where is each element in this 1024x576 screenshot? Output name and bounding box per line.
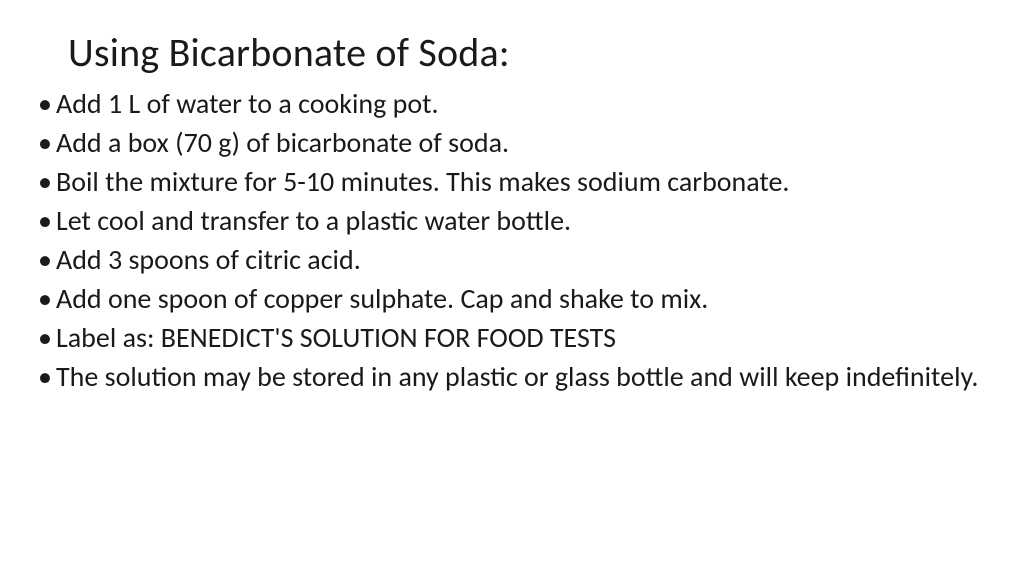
bullet-text: Let cool and transfer to a plastic water…: [56, 203, 571, 238]
list-item: Add a box (70 g) of bicarbonate of soda.: [36, 126, 988, 159]
bullet-text: Add a box (70 g) of bicarbonate of soda.: [56, 125, 509, 160]
list-item: Label as: BENEDICT'S SOLUTION FOR FOOD T…: [36, 321, 988, 354]
bullet-list: Add 1 L of water to a cooking pot. Add a…: [36, 87, 988, 393]
bullet-text: Add one spoon of copper sulphate. Cap an…: [56, 281, 708, 316]
bullet-text: Label as: BENEDICT'S SOLUTION FOR FOOD T…: [56, 320, 616, 355]
bullet-text: Add 1 L of water to a cooking pot.: [56, 86, 439, 121]
list-item: Add 1 L of water to a cooking pot.: [36, 87, 988, 120]
list-item: Add 3 spoons of citric acid.: [36, 243, 988, 276]
slide-container: Using Bicarbonate of Soda: Add 1 L of wa…: [0, 0, 1024, 576]
bullet-text: The solution may be stored in any plasti…: [56, 359, 978, 394]
bullet-text: Add 3 spoons of citric acid.: [56, 242, 361, 277]
list-item: Add one spoon of copper sulphate. Cap an…: [36, 282, 988, 315]
list-item: The solution may be stored in any plasti…: [36, 360, 988, 393]
list-item: Let cool and transfer to a plastic water…: [36, 204, 988, 237]
slide-title: Using Bicarbonate of Soda:: [68, 28, 988, 77]
bullet-text: Boil the mixture for 5-10 minutes. This …: [56, 164, 789, 199]
list-item: Boil the mixture for 5-10 minutes. This …: [36, 165, 988, 198]
